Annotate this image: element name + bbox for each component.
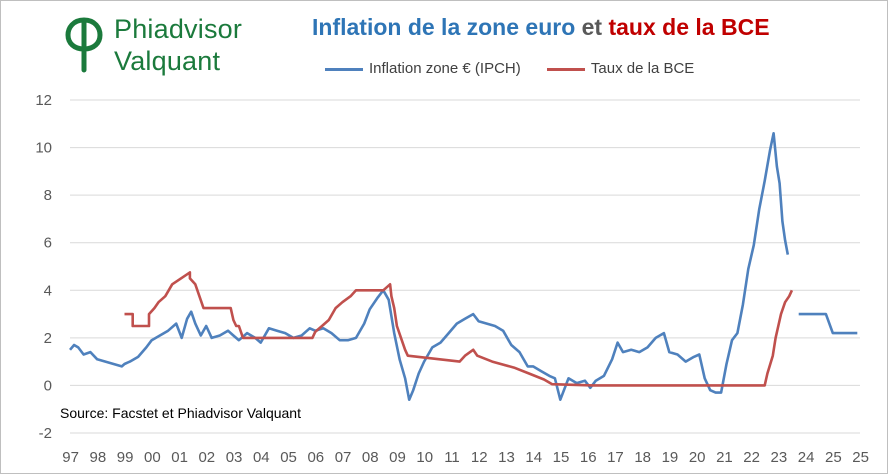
x-tick-label: 98 xyxy=(90,449,107,466)
x-tick-label: 25 xyxy=(825,449,842,466)
x-tick-label: 01 xyxy=(171,449,188,466)
x-tick-label: 13 xyxy=(498,449,515,466)
x-tick-label: 10 xyxy=(416,449,433,466)
y-tick-label: 8 xyxy=(44,187,52,204)
legend-swatch-ecb-rate xyxy=(546,67,585,71)
legend-label-inflation: Inflation zone € (IPCH) xyxy=(369,60,521,77)
x-tick-label: 11 xyxy=(444,449,460,466)
legend-item-inflation: Inflation zone € (IPCH) xyxy=(325,60,521,77)
x-tick-label: 20 xyxy=(689,449,706,466)
chart-legend: Inflation zone € (IPCH) Taux de la BCE xyxy=(325,60,716,77)
x-tick-label: 22 xyxy=(743,449,760,466)
logo-text-line2: Valquant xyxy=(114,46,221,76)
logo-icon xyxy=(65,17,103,73)
series-line-inflation xyxy=(69,132,790,402)
logo-text-line1: Phiadvisor xyxy=(114,14,243,44)
x-tick-label: 19 xyxy=(662,449,679,466)
legend-item-ecb-rate: Taux de la BCE xyxy=(546,60,695,77)
y-tick-label: 2 xyxy=(44,330,52,347)
x-tick-label: 21 xyxy=(716,449,733,466)
x-tick-label: 23 xyxy=(771,449,788,466)
x-tick-label: 24 xyxy=(798,449,815,466)
y-tick-label: 6 xyxy=(44,235,52,252)
legend-label-ecb-rate: Taux de la BCE xyxy=(590,60,695,77)
x-tick-label: 97 xyxy=(62,449,79,466)
x-tick-label: 08 xyxy=(362,449,379,466)
title-part-taux: taux de la BCE xyxy=(608,14,770,40)
y-tick-label: 0 xyxy=(44,377,52,394)
x-tick-label: 15 xyxy=(553,449,570,466)
x-tick-label: 25 xyxy=(852,449,869,466)
x-tick-label: 14 xyxy=(525,449,542,466)
x-tick-label: 12 xyxy=(471,449,488,466)
x-tick-label: 06 xyxy=(307,449,324,466)
x-tick-label: 00 xyxy=(144,449,161,466)
x-tick-label: 99 xyxy=(117,449,134,466)
x-tick-label: 07 xyxy=(335,449,352,466)
source-note: Source: Facstet et Phiadvisor Valquant xyxy=(60,405,301,421)
x-tick-label: 05 xyxy=(280,449,297,466)
y-tick-label: 4 xyxy=(44,282,52,299)
series-line-inflation-forecast xyxy=(798,312,858,335)
title-part-inflation: Inflation de la zone euro xyxy=(312,14,576,40)
legend-swatch-inflation xyxy=(325,67,363,71)
y-tick-label: 10 xyxy=(35,140,52,157)
x-tick-label: 03 xyxy=(226,449,243,466)
title-part-et: et xyxy=(581,14,603,40)
x-tick-label: 18 xyxy=(634,449,651,466)
y-tick-label: 12 xyxy=(35,92,52,109)
x-tick-label: 17 xyxy=(607,449,624,466)
x-tick-label: 16 xyxy=(580,449,597,466)
x-tick-label: 02 xyxy=(198,449,215,466)
logo: Phiadvisor Valquant xyxy=(64,12,284,78)
x-tick-label: 04 xyxy=(253,449,270,466)
x-tick-label: 09 xyxy=(389,449,406,466)
series-line-ecb-rate xyxy=(124,271,794,387)
chart-title: Inflation de la zone euro et taux de la … xyxy=(312,14,770,41)
y-tick-label: -2 xyxy=(39,425,52,442)
